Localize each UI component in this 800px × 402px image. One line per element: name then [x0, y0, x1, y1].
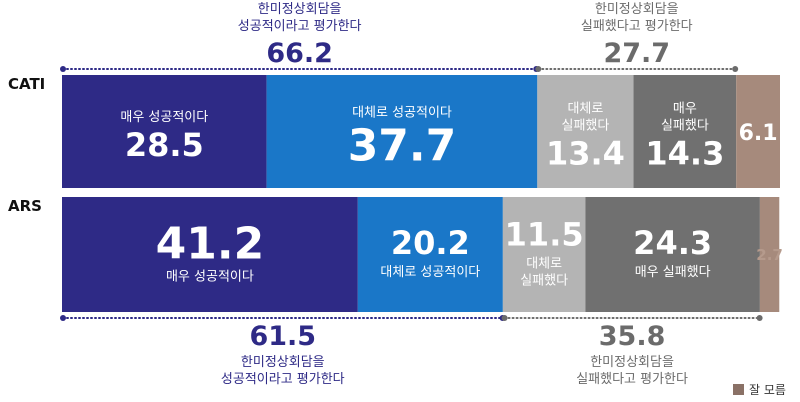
segment-label: 매우 실패했다 — [635, 264, 711, 280]
summary-dot — [60, 66, 66, 72]
segment-value: 6.1 — [739, 121, 778, 146]
segment-label: 매우 성공적이다 — [120, 110, 208, 125]
segment-label: 매우 성공적이다 — [166, 270, 254, 285]
bar-segment — [585, 197, 760, 312]
legend: 잘 모름 — [733, 381, 786, 397]
segment-value: 20.2 — [391, 224, 470, 262]
summary-caption: 실패했다고 평가한다 — [576, 371, 688, 387]
bar-segment — [502, 197, 586, 312]
segment-value: 11.5 — [505, 216, 584, 254]
segment-label: 매우 — [673, 102, 697, 117]
summary-dot — [756, 315, 763, 321]
bar-segment — [537, 75, 634, 188]
bar-segment — [62, 197, 358, 312]
summary-value: 61.5 — [249, 321, 316, 352]
segment-label: 실패했다 — [520, 273, 568, 289]
row-label: CATI — [8, 75, 45, 93]
row-label: ARS — [8, 197, 42, 215]
summary-value: 66.2 — [266, 38, 333, 69]
bar-segment — [633, 75, 737, 188]
segment-value: 14.3 — [645, 135, 724, 173]
segment-label: 대체로 — [567, 102, 603, 117]
bar-segment — [357, 197, 503, 312]
summary-caption: 한미정상회담을 — [241, 355, 325, 370]
segment-value: 13.4 — [546, 135, 625, 173]
summary-caption: 한미정상회담을 — [590, 355, 674, 370]
summary-dot — [732, 66, 739, 72]
legend-label: 잘 모름 — [749, 382, 786, 397]
summary-caption: 성공적이라고 평가한다 — [238, 19, 362, 34]
segment-label: 대체로 — [526, 257, 562, 272]
segment-value: 28.5 — [125, 126, 204, 164]
bar-segment — [736, 75, 780, 188]
segment-value: 41.2 — [156, 219, 265, 270]
summary-caption: 한미정상회담을 — [595, 2, 679, 17]
summary-value: 35.8 — [599, 321, 666, 352]
summary-caption: 성공적이라고 평가한다 — [221, 372, 345, 387]
segment-label: 대체로 성공적이다 — [380, 265, 480, 280]
summary-caption: 한미정상회담을 — [258, 2, 342, 17]
segment-label: 대체로 성공적이다 — [352, 106, 452, 121]
bar-segment — [759, 197, 780, 312]
bar-segment — [62, 75, 267, 188]
bar-segment — [266, 75, 538, 188]
segment-label: 실패했다 — [562, 118, 610, 134]
segment-label: 실패했다 — [661, 118, 709, 134]
summary-dot — [60, 315, 66, 321]
segment-value: 37.7 — [348, 121, 457, 172]
segment-value: 2.7 — [756, 246, 783, 264]
summary-value: 27.7 — [603, 38, 670, 69]
segment-value: 24.3 — [633, 224, 712, 262]
legend-swatch — [733, 383, 744, 395]
summary-dot — [501, 315, 508, 321]
summary-dot — [535, 66, 542, 72]
summary-caption: 실패했다고 평가한다 — [581, 18, 693, 34]
